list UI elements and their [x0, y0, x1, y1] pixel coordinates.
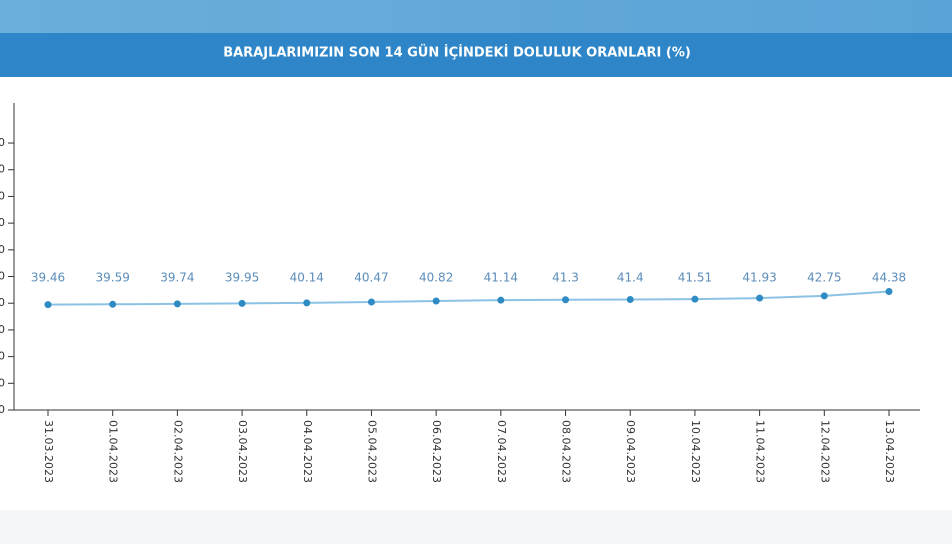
value-label: 39.95	[225, 271, 259, 285]
y-tick-label: 30	[0, 323, 5, 336]
x-tick-label: 13.04.2023	[883, 420, 896, 483]
value-label: 39.59	[96, 271, 130, 285]
y-tick-label: 90	[0, 163, 5, 176]
point	[756, 294, 764, 302]
point	[303, 299, 311, 307]
y-tick-label: 100	[0, 136, 5, 149]
header-bar	[0, 33, 952, 77]
x-tick-label: 09.04.2023	[624, 420, 637, 483]
value-label: 41.3	[552, 271, 579, 285]
point	[367, 298, 375, 306]
point	[109, 300, 117, 308]
value-label: 39.74	[160, 271, 194, 285]
x-tick-label: 04.04.2023	[301, 420, 314, 483]
x-tick-label: 02.04.2023	[171, 420, 184, 483]
value-label: 40.47	[354, 271, 388, 285]
line	[47, 290, 890, 306]
point	[885, 288, 893, 296]
y-tick-label: 0	[0, 403, 5, 416]
value-label: 41.51	[678, 271, 712, 285]
point	[173, 300, 181, 308]
y-tick-label: 50	[0, 270, 5, 283]
value-label: 40.14	[290, 271, 324, 285]
x-tick-label: 03.04.2023	[236, 420, 249, 483]
x-tick-label: 12.04.2023	[818, 420, 831, 483]
point	[497, 296, 505, 304]
x-tick-label: 31.03.2023	[42, 420, 55, 483]
x-tick-label: 08.04.2023	[560, 420, 573, 483]
value-label: 40.82	[419, 271, 453, 285]
x-tick-label: 05.04.2023	[365, 420, 378, 483]
y-tick-label: 60	[0, 243, 5, 256]
x-tick-label: 11.04.2023	[754, 420, 767, 483]
point	[44, 301, 52, 309]
value-label: 41.14	[484, 271, 518, 285]
x-tick-label: 07.04.2023	[495, 420, 508, 483]
value-label: 44.38	[872, 271, 906, 285]
y-tick-label: 40	[0, 296, 5, 309]
plot-background	[0, 77, 952, 510]
chart-title: BARAJLARIMIZIN SON 14 GÜN İÇİNDEKİ DOLUL…	[223, 45, 691, 61]
x-tick-label: 06.04.2023	[430, 420, 443, 483]
y-tick-label: 10	[0, 376, 5, 389]
point	[432, 297, 440, 305]
value-label: 41.93	[742, 271, 776, 285]
value-label: 42.75	[807, 271, 841, 285]
point	[562, 296, 570, 304]
value-label: 39.46	[31, 271, 65, 285]
y-tick-label: 80	[0, 189, 5, 202]
x-tick-label: 10.04.2023	[689, 420, 702, 483]
point	[820, 292, 828, 300]
y-tick-label: 70	[0, 216, 5, 229]
value-label: 41.4	[617, 271, 644, 285]
point	[691, 295, 699, 303]
x-tick-label: 01.04.2023	[107, 420, 120, 483]
point	[626, 295, 634, 303]
point	[238, 299, 246, 307]
y-tick-label: 20	[0, 350, 5, 363]
top-band	[0, 0, 952, 33]
